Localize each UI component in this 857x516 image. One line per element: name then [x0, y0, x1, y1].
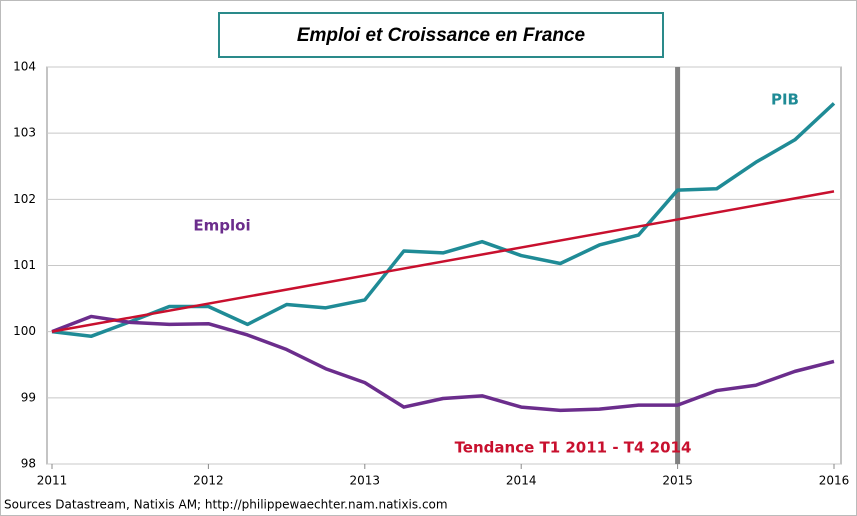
x-tick-label: 2016	[819, 474, 850, 488]
chart-title: Emploi et Croissance en France	[297, 25, 586, 46]
y-tick-label: 99	[21, 390, 36, 404]
series-line	[51, 102, 836, 339]
series-label: Tendance T1 2011 - T4 2014	[455, 439, 692, 457]
y-tick-label: 98	[21, 457, 36, 471]
series-label: PIB	[771, 91, 799, 109]
series-line	[51, 314, 835, 413]
x-tick-label: 2012	[193, 474, 224, 488]
source-note: Sources Datastream, Natixis AM; http://p…	[4, 498, 448, 512]
y-tick-label: 100	[13, 324, 36, 338]
x-tick-label: 2015	[662, 474, 693, 488]
x-tick-label: 2011	[37, 474, 68, 488]
y-tick-label: 102	[13, 192, 36, 206]
y-tick-label: 104	[13, 60, 36, 74]
x-tick-label: 2013	[350, 474, 381, 488]
title-box	[218, 12, 664, 58]
series-line	[51, 190, 835, 333]
y-tick-label: 101	[13, 258, 36, 272]
y-tick-label: 103	[13, 126, 36, 140]
series-label: Emploi	[193, 217, 250, 235]
x-tick-label: 2014	[506, 474, 537, 488]
